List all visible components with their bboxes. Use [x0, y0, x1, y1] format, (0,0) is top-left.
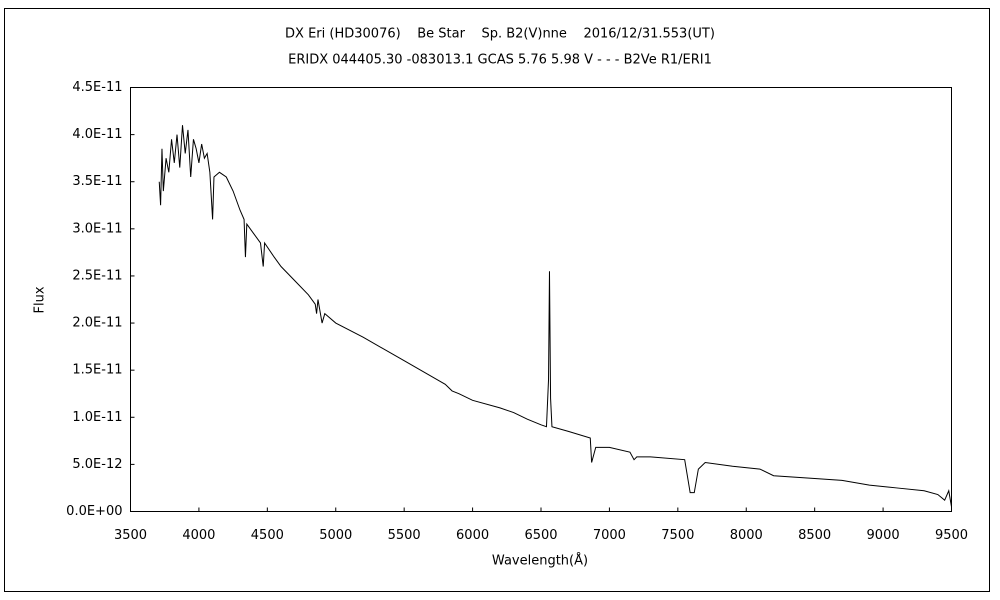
x-tick-label: 9000	[867, 528, 900, 543]
x-tick-label: 4500	[251, 528, 284, 543]
y-tick-label: 3.0E-11	[72, 221, 122, 236]
x-tick-label: 6500	[524, 528, 557, 543]
x-axis-label: Wavelength(Å)	[492, 553, 588, 569]
x-tick-label: 6000	[456, 528, 489, 543]
y-tick-label: 5.0E-12	[72, 457, 122, 472]
y-tick-label: 2.5E-11	[72, 268, 122, 283]
y-axis-label: Flux	[33, 286, 48, 313]
x-tick-label: 9500	[935, 528, 968, 543]
y-tick-label: 1.5E-11	[72, 363, 122, 378]
x-tick-label: 8500	[798, 528, 831, 543]
x-tick-label: 3500	[114, 528, 147, 543]
spectrum-line	[158, 125, 952, 507]
x-tick-label: 7000	[593, 528, 626, 543]
y-tick-label: 3.5E-11	[72, 174, 122, 189]
y-tick-label: 4.0E-11	[72, 127, 122, 142]
x-tick-label: 8000	[730, 528, 763, 543]
y-tick-label: 2.0E-11	[72, 316, 122, 331]
y-tick-label: 4.5E-11	[72, 80, 122, 95]
y-tick-label: 1.0E-11	[72, 410, 122, 425]
chart-title: DX Eri (HD30076) Be Star Sp. B2(V)nne 20…	[285, 27, 715, 42]
x-tick-label: 4000	[182, 528, 215, 543]
plot-area	[130, 87, 952, 512]
x-tick-label: 5500	[388, 528, 421, 543]
chart-frame	[4, 8, 990, 592]
y-tick-label: 0.0E+00	[66, 504, 122, 519]
x-tick-label: 5000	[319, 528, 352, 543]
chart-subtitle: ERIDX 044405.30 -083013.1 GCAS 5.76 5.98…	[288, 53, 712, 68]
x-tick-label: 7500	[661, 528, 694, 543]
